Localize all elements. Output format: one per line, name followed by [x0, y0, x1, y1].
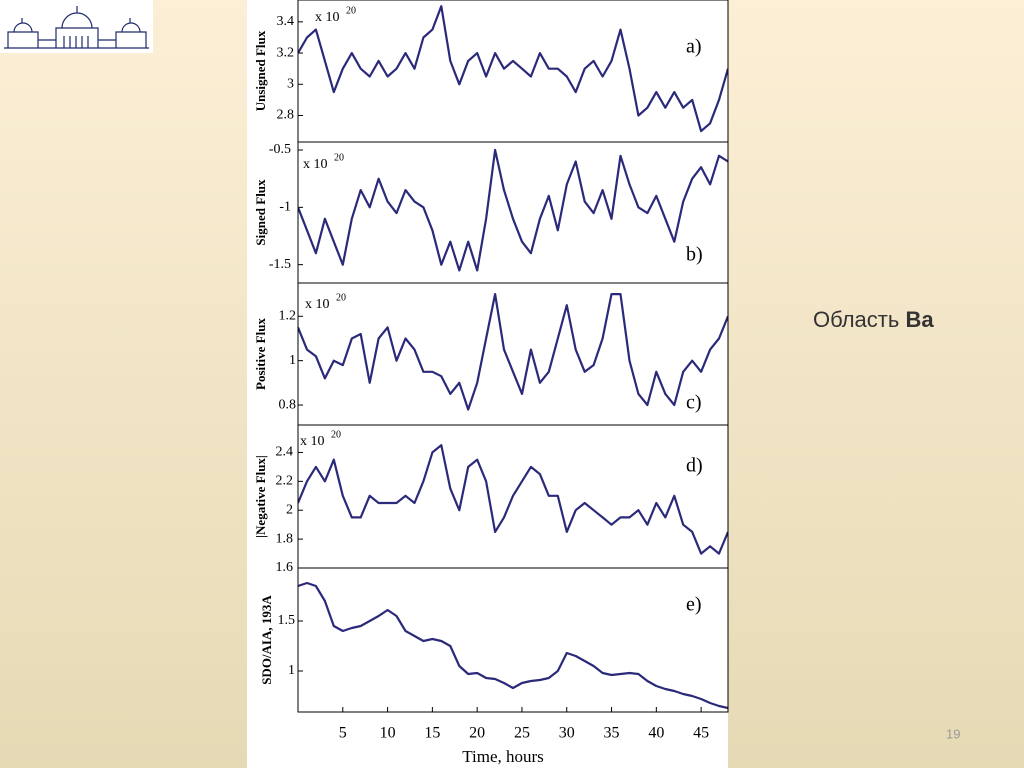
y-tick-label: 1.5 — [278, 613, 296, 628]
y-tick-label: 3.2 — [277, 45, 295, 60]
annotation-exponent: 20 — [334, 152, 344, 163]
annotation: x 10 — [303, 157, 328, 172]
y-tick-label: 1.8 — [276, 531, 294, 546]
panel-label: d) — [686, 455, 703, 477]
plot-frame — [297, 567, 729, 713]
y-tick-label: 1.2 — [279, 309, 297, 324]
y-axis-label: Signed Flux — [253, 179, 268, 246]
panel-label: a) — [686, 36, 702, 58]
x-tick-label: 20 — [469, 725, 485, 742]
caption-text: Область — [813, 307, 899, 332]
data-line — [298, 444, 728, 555]
y-tick-label: 3.4 — [277, 14, 295, 29]
y-tick-label: 2.2 — [276, 474, 294, 489]
page-number: 19 — [946, 726, 960, 741]
y-tick-label: 1.6 — [276, 560, 294, 575]
y-tick-label: 2 — [286, 502, 293, 517]
y-tick-label: -1 — [279, 200, 291, 215]
x-tick-label: 35 — [604, 725, 620, 742]
logo — [0, 0, 153, 53]
x-tick-label: 30 — [559, 725, 575, 742]
data-line — [298, 581, 728, 710]
y-tick-label: -1.5 — [269, 257, 291, 272]
x-tick-label: 15 — [424, 725, 440, 742]
x-axis-label: Time, hours — [462, 747, 544, 766]
x-tick-label: 25 — [514, 725, 530, 742]
y-axis-label: Unsigned Flux — [253, 30, 268, 111]
y-tick-label: -0.5 — [269, 142, 291, 157]
x-tick-label: 45 — [693, 725, 709, 742]
y-tick-label: 1 — [288, 663, 295, 678]
annotation: x 10 — [300, 434, 325, 449]
y-tick-label: 1 — [289, 353, 296, 368]
caption-bold: Ва — [905, 307, 934, 332]
y-axis-label: Positive Flux — [253, 318, 268, 390]
y-axis-label: SDO/AIA, 193A — [259, 595, 274, 685]
figure-panel — [247, 0, 728, 768]
annotation-exponent: 20 — [336, 292, 346, 303]
data-line — [298, 293, 728, 411]
x-tick-label: 5 — [339, 725, 347, 742]
data-line — [298, 5, 728, 133]
y-tick-label: 2.8 — [277, 108, 295, 123]
annotation: x 10 — [315, 10, 340, 25]
y-tick-label: 2.4 — [276, 445, 294, 460]
x-tick-label: 10 — [380, 725, 396, 742]
annotation: x 10 — [305, 297, 330, 312]
data-line — [298, 148, 728, 272]
y-tick-label: 3 — [287, 76, 294, 91]
y-axis-label: |Negative Flux| — [253, 455, 268, 538]
panel-label: e) — [686, 594, 702, 616]
caption: Область Ва — [813, 307, 934, 332]
annotation-exponent: 20 — [331, 429, 341, 440]
annotation-exponent: 20 — [346, 5, 356, 16]
panel-label: b) — [686, 244, 703, 266]
y-tick-label: 0.8 — [279, 397, 297, 412]
panel-label: c) — [686, 392, 702, 414]
x-tick-label: 40 — [648, 725, 664, 742]
